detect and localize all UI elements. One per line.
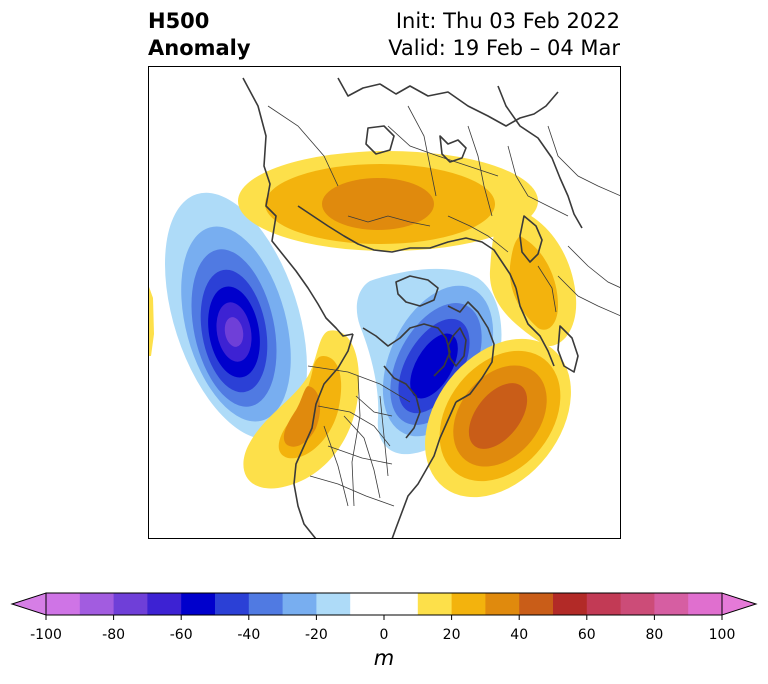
country-borders — [267, 105, 621, 507]
colorbar-segment — [215, 593, 250, 615]
anomaly-atlantic-high — [425, 338, 571, 498]
colorbar-segment — [451, 593, 486, 615]
colorbar-over-arrow — [721, 592, 758, 616]
colorbar-ticks: -100 -80 -60 -40 -20 0 20 40 60 80 100 — [30, 615, 735, 643]
colorbar: -100 -80 -60 -40 -20 0 20 40 60 80 100 — [10, 592, 758, 643]
colorbar-segment — [46, 593, 81, 615]
init-date: Init: Thu 03 Feb 2022 — [395, 9, 620, 33]
map-frame — [148, 66, 621, 539]
colorbar-tick-label: -40 — [237, 627, 260, 643]
colorbar-segment — [147, 593, 182, 615]
anomaly-left-edge — [148, 284, 154, 356]
colorbar-segment — [553, 593, 588, 615]
colorbar-tick-label: 100 — [709, 627, 736, 643]
colorbar-tick-label: 60 — [578, 627, 596, 643]
colorbar-tick-label: 80 — [645, 627, 663, 643]
colorbar-segment — [113, 593, 148, 615]
colorbar-segment — [417, 593, 453, 615]
colorbar-tick-label: -60 — [170, 627, 193, 643]
colorbar-segment — [485, 593, 520, 615]
colorbar-tick-label: 20 — [443, 627, 461, 643]
colorbar-segment — [282, 593, 317, 615]
map-title-left: H500 Anomaly — [148, 8, 251, 62]
colorbar-segment — [586, 593, 622, 615]
colorbar-unit-label: m — [373, 646, 395, 670]
colorbar-tick-label: -20 — [305, 627, 328, 643]
map-title-right: Init: Thu 03 Feb 2022 Valid: 19 Feb – 04… — [388, 8, 620, 62]
colorbar-tick-label: -100 — [30, 627, 62, 643]
colorbar-segment — [654, 593, 689, 615]
colorbar-tick-label: 0 — [380, 627, 389, 643]
coastlines — [242, 77, 583, 539]
anomaly-pacific-low — [164, 192, 308, 440]
colorbar-segment — [79, 593, 115, 615]
anomaly-europe-high — [489, 206, 577, 347]
colorbar-segment — [519, 593, 554, 615]
title-field: H500 — [148, 9, 210, 33]
colorbar-under-arrow — [10, 592, 47, 616]
colorbar-segment — [316, 593, 351, 615]
colorbar-segment — [248, 593, 284, 615]
anomaly-siberia-high — [238, 151, 538, 251]
title-field-type: Anomaly — [148, 36, 251, 60]
colorbar-tick-label: -80 — [102, 627, 125, 643]
colorbar-tick-label: 40 — [510, 627, 528, 643]
colorbar-segment — [620, 593, 655, 615]
colorbar-segment — [181, 593, 216, 615]
colorbar-segment — [688, 593, 723, 615]
colorbar-segments — [46, 593, 723, 615]
valid-range: Valid: 19 Feb – 04 Mar — [388, 36, 620, 60]
anomaly-map — [148, 66, 621, 539]
colorbar-segment — [350, 593, 419, 615]
